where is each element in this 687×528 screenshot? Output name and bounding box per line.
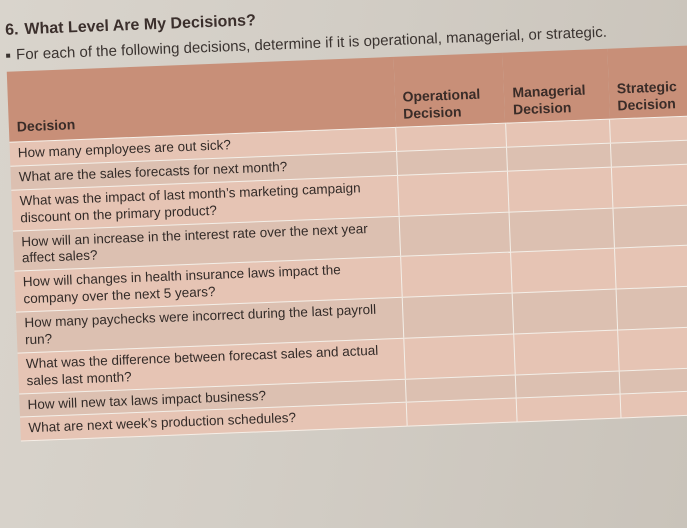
- strategic-answer-cell[interactable]: [620, 390, 687, 419]
- exercise-title: What Level Are My Decisions?: [24, 12, 257, 39]
- managerial-answer-cell[interactable]: [513, 329, 620, 375]
- strategic-answer-cell[interactable]: [610, 139, 687, 167]
- header-operational: Operational Decision: [392, 52, 506, 128]
- managerial-answer-cell[interactable]: [512, 289, 619, 334]
- operational-answer-cell[interactable]: [397, 170, 509, 216]
- strategic-answer-cell[interactable]: [609, 115, 687, 144]
- strategic-answer-cell[interactable]: [616, 285, 687, 330]
- header-managerial-line2: Decision: [512, 99, 572, 118]
- strategic-answer-cell[interactable]: [611, 163, 687, 208]
- strategic-answer-cell[interactable]: [619, 367, 687, 395]
- exercise-number: 6.: [4, 21, 19, 39]
- header-decision-label: Decision: [16, 116, 76, 135]
- strategic-answer-cell[interactable]: [618, 326, 687, 371]
- managerial-answer-cell[interactable]: [510, 248, 617, 294]
- operational-answer-cell[interactable]: [406, 398, 518, 427]
- header-managerial: Managerial Decision: [502, 48, 610, 124]
- operational-answer-cell[interactable]: [402, 293, 514, 338]
- operational-answer-cell[interactable]: [399, 211, 511, 257]
- header-strategic-line1: Strategic: [616, 78, 678, 97]
- strategic-answer-cell[interactable]: [614, 244, 687, 290]
- header-strategic-line2: Decision: [617, 95, 677, 114]
- operational-answer-cell[interactable]: [403, 333, 516, 379]
- operational-answer-cell[interactable]: [400, 252, 513, 298]
- header-strategic: Strategic Decision: [607, 45, 687, 120]
- decision-table: Decision Operational Decision Managerial…: [6, 45, 687, 442]
- managerial-answer-cell[interactable]: [507, 166, 614, 212]
- strategic-answer-cell[interactable]: [613, 204, 687, 249]
- header-operational-line2: Decision: [402, 103, 462, 122]
- bullet-marker: [6, 53, 11, 58]
- managerial-answer-cell[interactable]: [516, 394, 622, 423]
- managerial-answer-cell[interactable]: [508, 207, 615, 253]
- exercise-heading: 6. What Level Are My Decisions?: [5, 12, 256, 40]
